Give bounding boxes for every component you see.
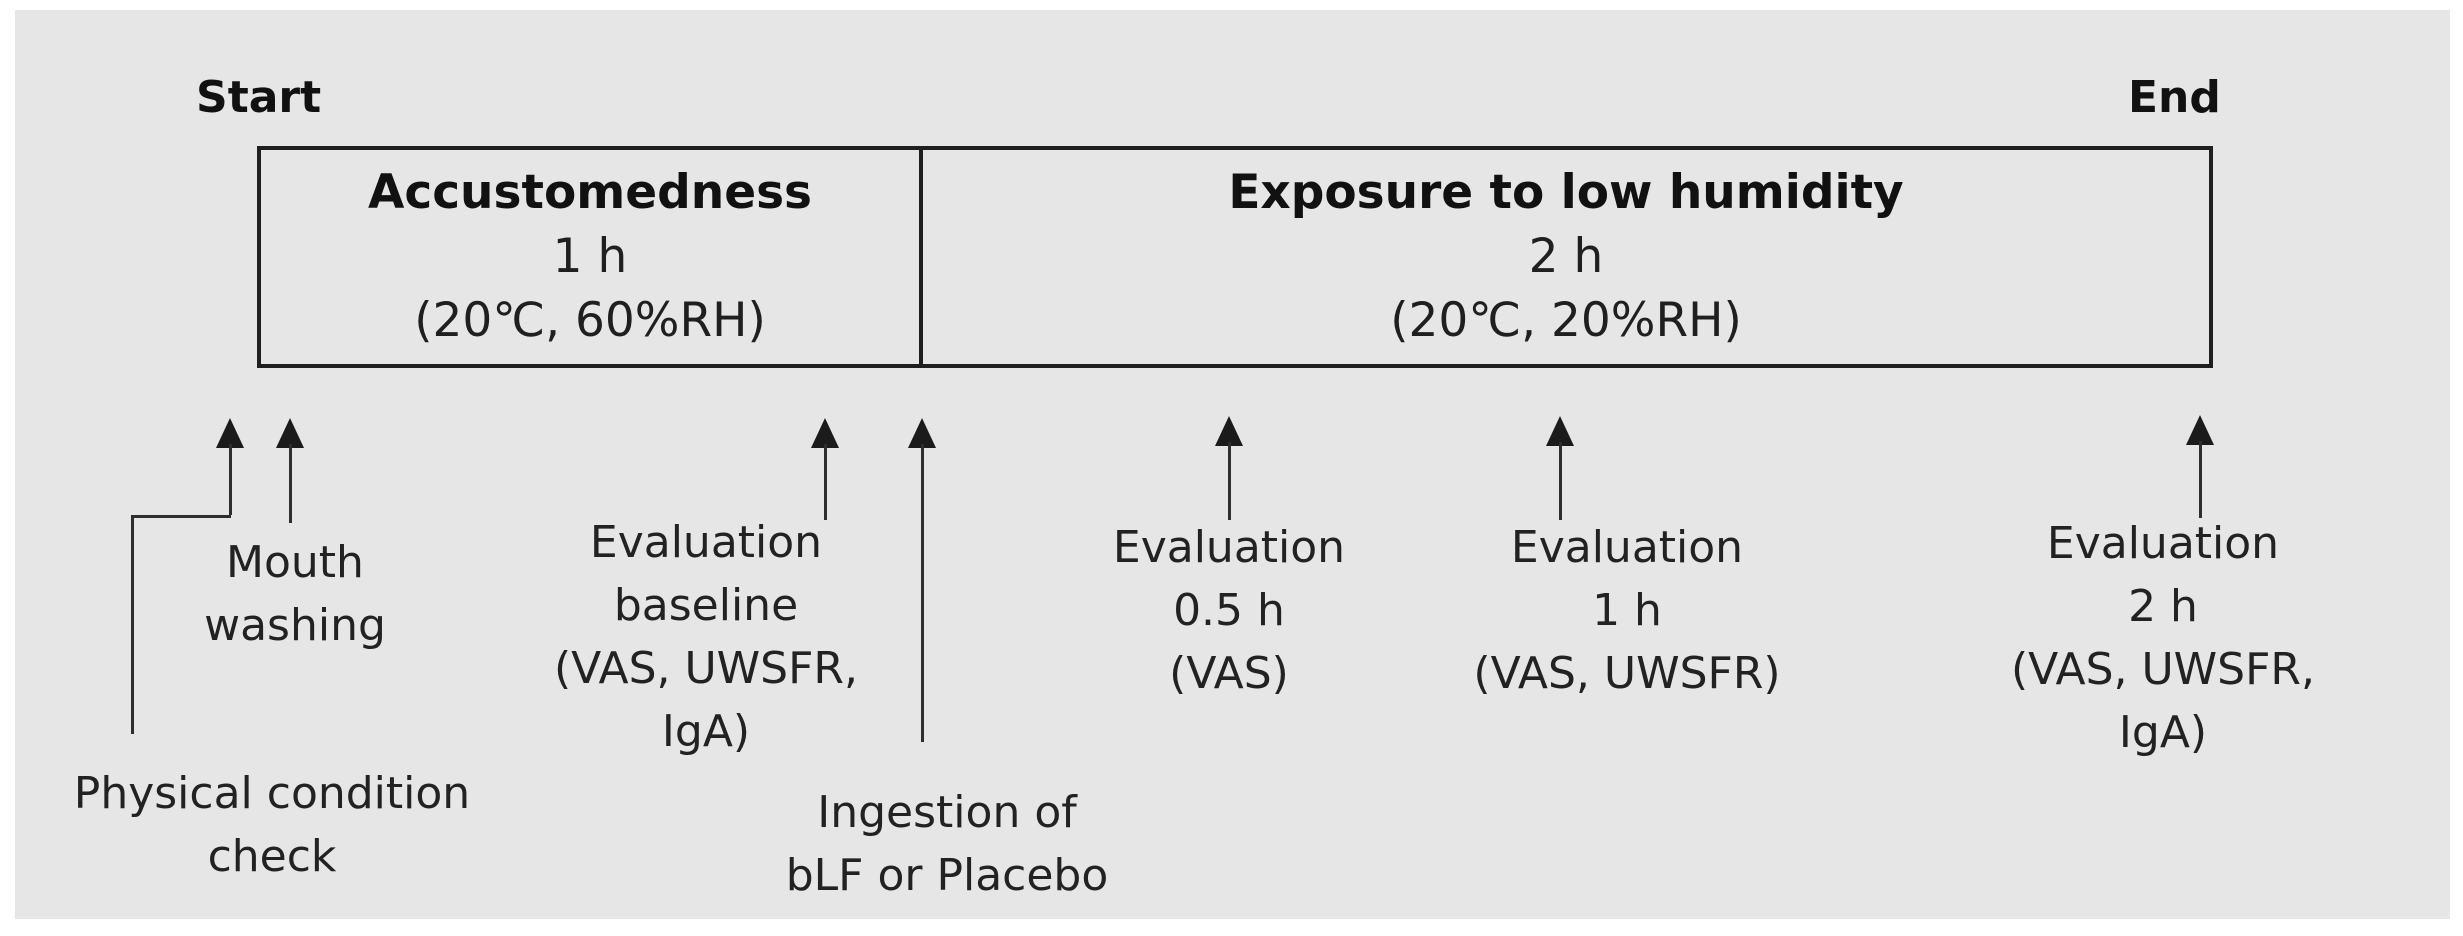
phase-exposure-low-humidity: Exposure to low humidity 2 h (20℃, 20%RH… bbox=[923, 150, 2209, 364]
connector-line bbox=[131, 515, 134, 734]
phase-duration: 2 h bbox=[1528, 229, 1604, 284]
arrow-line bbox=[229, 444, 232, 515]
up-arrow-icon bbox=[276, 418, 304, 448]
up-arrow-icon bbox=[1546, 416, 1574, 446]
phase-title: Accustomedness bbox=[367, 165, 813, 220]
phase-accustomedness: Accustomedness 1 h (20℃, 60%RH) bbox=[261, 150, 923, 364]
arrow-line bbox=[289, 444, 292, 523]
arrow-line bbox=[2199, 441, 2202, 518]
phase-duration: 1 h bbox=[552, 229, 628, 284]
phase-title: Exposure to low humidity bbox=[1228, 165, 1904, 220]
event-label-evaluation-1h: Evaluation 1 h (VAS, UWSFR) bbox=[1473, 522, 1781, 699]
up-arrow-icon bbox=[908, 418, 936, 448]
up-arrow-icon bbox=[1215, 416, 1243, 446]
event-label-evaluation-0-5h: Evaluation 0.5 h (VAS) bbox=[1112, 522, 1346, 699]
event-label-ingestion: Ingestion of bLF or Placebo bbox=[785, 787, 1109, 901]
figure-background-panel bbox=[15, 10, 2450, 919]
end-label: End bbox=[2128, 72, 2221, 123]
arrow-line bbox=[1559, 442, 1562, 520]
event-label-physical-condition-check: Physical condition check bbox=[73, 768, 471, 882]
event-label-evaluation-baseline: Evaluation baseline (VAS, UWSFR, IgA) bbox=[554, 517, 858, 757]
event-label-evaluation-2h: Evaluation 2 h (VAS, UWSFR, IgA) bbox=[2011, 518, 2315, 758]
arrow-line bbox=[921, 444, 924, 742]
phase-condition: (20℃, 60%RH) bbox=[414, 293, 766, 348]
start-label: Start bbox=[196, 72, 322, 123]
up-arrow-icon bbox=[216, 418, 244, 448]
timeline-box: Accustomedness 1 h (20℃, 60%RH) Exposure… bbox=[257, 146, 2213, 368]
phase-condition: (20℃, 20%RH) bbox=[1390, 293, 1742, 348]
event-label-mouth-washing: Mouth washing bbox=[204, 537, 386, 651]
up-arrow-icon bbox=[2186, 415, 2214, 445]
up-arrow-icon bbox=[811, 418, 839, 448]
arrow-line bbox=[824, 444, 827, 520]
arrow-line bbox=[1228, 442, 1231, 520]
connector-line bbox=[131, 515, 231, 518]
